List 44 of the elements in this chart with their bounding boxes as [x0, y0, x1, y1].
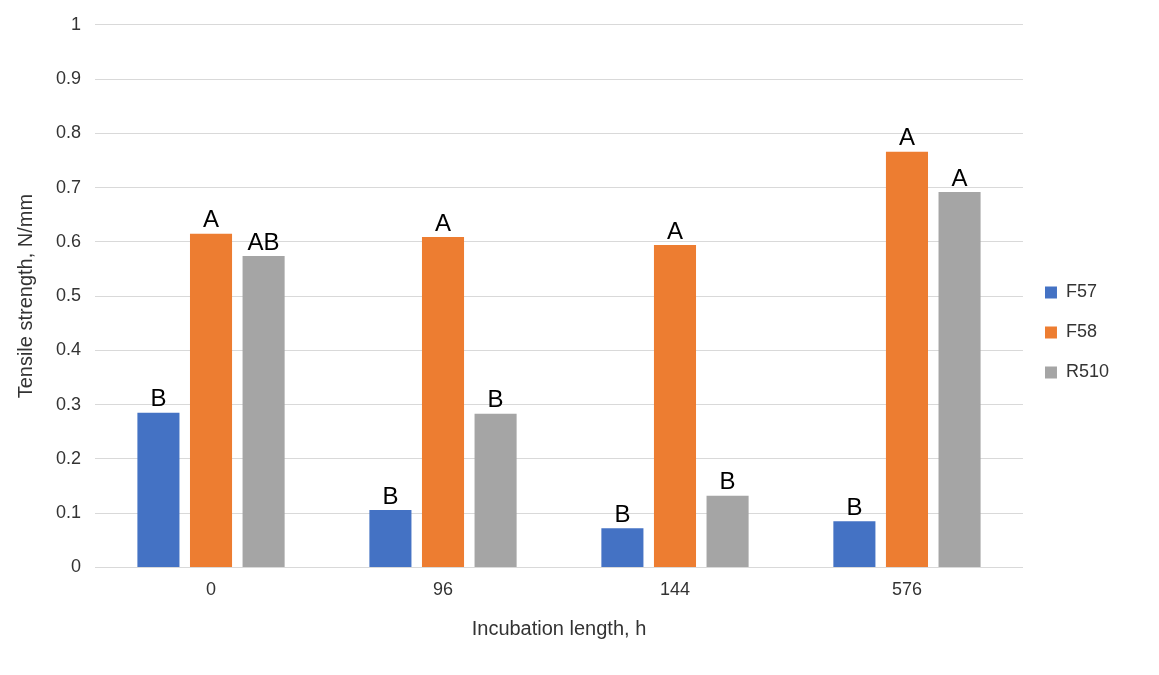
x-axis-title: Incubation length, h [471, 616, 647, 639]
data-label: B [382, 481, 399, 509]
y-tick-label: 0.5 [55, 285, 82, 306]
x-tick-label: 576 [891, 579, 922, 600]
y-tick-label: 0.9 [55, 68, 82, 89]
y-tick-label: 0.8 [55, 122, 82, 143]
data-label: AB [247, 227, 280, 255]
data-label: B [719, 467, 736, 495]
y-tick-label: 0 [71, 556, 82, 577]
legend-label: F58 [1065, 321, 1097, 342]
y-tick-label: 0.7 [55, 176, 82, 197]
bar [369, 509, 412, 567]
bar [885, 151, 929, 567]
data-label: A [951, 163, 968, 191]
data-label: B [846, 492, 863, 520]
data-label: A [434, 208, 452, 236]
data-label: A [666, 216, 683, 244]
data-label: B [614, 499, 631, 527]
y-tick-label: 0.4 [55, 339, 82, 360]
bar [833, 521, 876, 567]
data-label: B [150, 384, 167, 412]
data-label: A [203, 205, 220, 233]
legend-label: F57 [1065, 281, 1097, 302]
bar [474, 413, 517, 567]
y-tick-label: 1 [71, 13, 82, 34]
bar [601, 528, 644, 567]
bar [137, 412, 180, 567]
x-tick-label: 144 [659, 579, 691, 600]
y-tick-label: 0.3 [55, 393, 82, 414]
x-tick-label: 96 [432, 579, 454, 600]
bar [242, 255, 285, 567]
bar [189, 233, 233, 567]
bar [653, 245, 697, 567]
legend-label: R510 [1065, 361, 1109, 382]
y-tick-label: 0.1 [55, 502, 82, 523]
y-tick-label: 0.6 [55, 230, 82, 251]
bar [938, 191, 981, 567]
bar [421, 236, 465, 567]
y-tick-label: 0.2 [55, 447, 82, 468]
bar [706, 495, 749, 567]
data-label: A [898, 123, 915, 151]
y-axis-title: Tensile strength, N/mm [13, 193, 36, 399]
data-label: B [487, 385, 504, 413]
x-tick-label: 0 [206, 579, 217, 600]
